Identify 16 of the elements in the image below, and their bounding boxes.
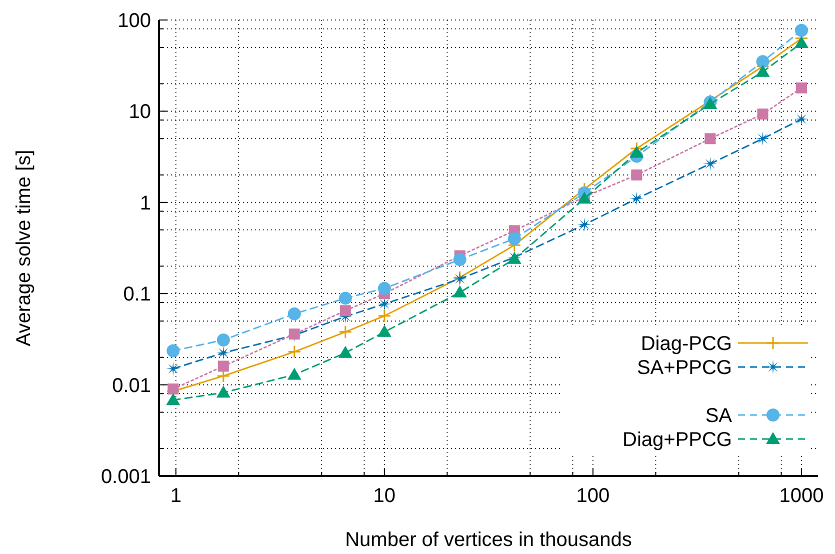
x-axis-title: Number of vertices in thousands bbox=[345, 529, 632, 551]
y-axis-title: Average solve time [s] bbox=[13, 150, 35, 346]
y-tick-label: 0.1 bbox=[123, 284, 151, 306]
x-tick-label: 1000 bbox=[779, 485, 824, 507]
y-tick-label: 0.01 bbox=[112, 374, 151, 397]
legend-label: Diag-PCG bbox=[640, 333, 732, 355]
x-tick-label: 100 bbox=[576, 485, 610, 507]
y-tick-label: 0.001 bbox=[100, 466, 151, 488]
x-tick-label: 1 bbox=[170, 485, 182, 507]
legend-label: Diag+PPCG bbox=[622, 429, 732, 451]
y-tick-label: 100 bbox=[118, 10, 151, 32]
x-tick-label: 10 bbox=[373, 485, 396, 507]
y-tick-label: 1 bbox=[140, 192, 151, 214]
y-tick-label: 10 bbox=[128, 101, 151, 124]
legend-label: SA bbox=[705, 405, 733, 427]
legend-label: SA+PPCG bbox=[636, 357, 732, 379]
